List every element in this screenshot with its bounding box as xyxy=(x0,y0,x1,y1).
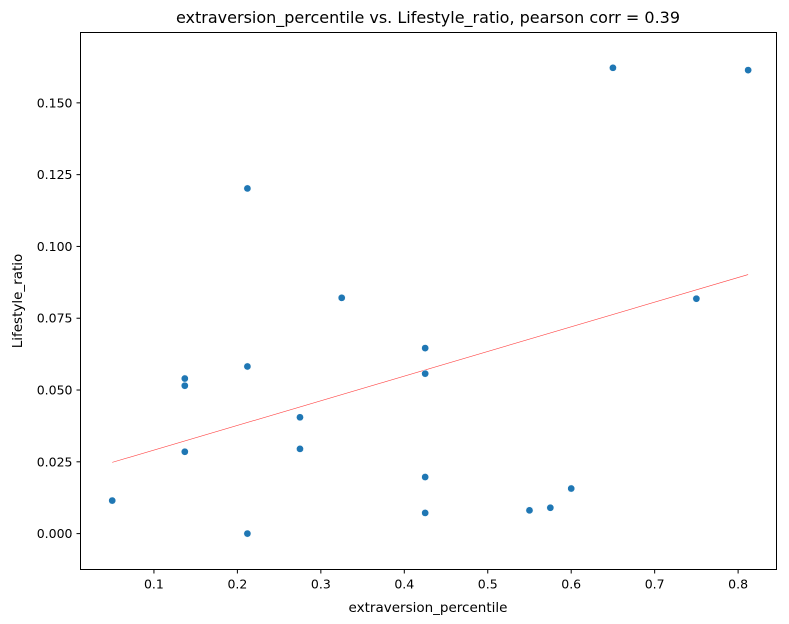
plot-frame xyxy=(80,32,777,570)
x-axis-label: extraversion_percentile xyxy=(349,600,508,616)
y-tick-label: 0.125 xyxy=(37,167,73,182)
scatter-point xyxy=(692,294,701,303)
y-tick-label: 0.150 xyxy=(37,95,73,110)
scatter-point xyxy=(421,344,430,352)
x-tick-label: 0.7 xyxy=(645,577,665,592)
scatter-point xyxy=(243,362,252,371)
plot-layer xyxy=(108,63,752,538)
scatter-point xyxy=(609,63,617,72)
y-tick-label: 0.050 xyxy=(37,383,73,398)
chart-title: extraversion_percentile vs. Lifestyle_ra… xyxy=(176,8,680,28)
y-axis-label: Lifestyle_ratio xyxy=(10,254,26,349)
scatter-point xyxy=(108,496,117,505)
x-tick-label: 0.6 xyxy=(561,577,581,592)
x-tick-label: 0.3 xyxy=(311,577,331,592)
scatter-point xyxy=(180,447,189,456)
scatter-point xyxy=(337,293,346,302)
scatter-point xyxy=(180,374,189,383)
x-tick-label: 0.2 xyxy=(227,577,247,592)
x-tick-label: 0.8 xyxy=(728,577,748,592)
scatter-point xyxy=(546,503,555,512)
scatter-point xyxy=(421,473,430,481)
scatter-point xyxy=(243,184,252,193)
y-tick-label: 0.000 xyxy=(37,526,73,541)
scatter-point xyxy=(296,445,304,453)
x-axis: 0.1 0.2 0.3 0.4 0.5 0.6 0.7 0.8 xyxy=(144,569,748,592)
y-tick-label: 0.075 xyxy=(37,311,73,326)
scatter-point xyxy=(180,381,189,390)
y-axis: 0.000 0.025 0.050 0.075 0.100 0.125 0.150 xyxy=(37,95,81,541)
trend-line xyxy=(112,274,749,463)
x-tick-label: 0.1 xyxy=(144,577,164,592)
scatter-point xyxy=(744,66,752,74)
scatter-point xyxy=(567,484,576,493)
x-tick-label: 0.4 xyxy=(394,577,414,592)
scatter-point xyxy=(525,506,534,515)
scatter-point xyxy=(243,529,252,538)
scatter-point xyxy=(421,509,430,517)
y-tick-label: 0.025 xyxy=(37,454,73,469)
y-tick-label: 0.100 xyxy=(37,239,73,254)
scatter-point xyxy=(421,369,430,378)
x-tick-label: 0.5 xyxy=(478,577,498,592)
scatter-point xyxy=(296,413,304,422)
